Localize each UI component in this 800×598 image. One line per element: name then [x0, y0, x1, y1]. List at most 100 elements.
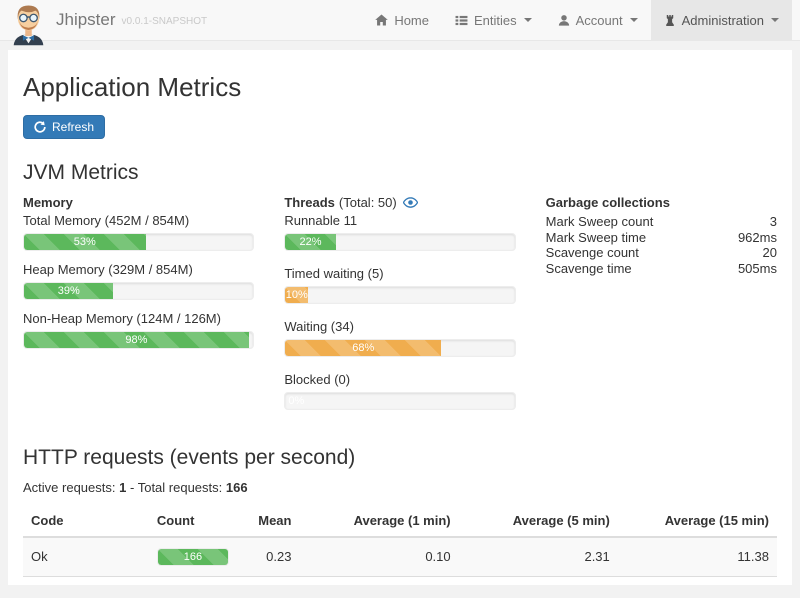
- jhipster-mascot-logo: [10, 2, 47, 46]
- gc-value: 962ms: [737, 229, 777, 245]
- mean-cell: 0.00: [250, 575, 300, 585]
- threads-section-title: Threads (Total: 50): [284, 195, 515, 210]
- total-memory-progress-label: 53%: [73, 235, 96, 248]
- nav-item-label: Entities: [474, 12, 517, 28]
- gc-label: Mark Sweep count: [545, 214, 654, 229]
- avg1-cell: 0.10: [299, 536, 459, 577]
- garbage-collections-title: Garbage collections: [545, 195, 670, 210]
- column-header-avg15: Average (15 min): [617, 506, 777, 538]
- requests-summary: Active requests: 1 - Total requests: 166: [23, 480, 777, 495]
- blocked-threads-progress-bar: 0%: [285, 393, 307, 409]
- metrics-page: Application Metrics Refresh JVM Metrics …: [8, 50, 792, 585]
- count-progress-label: 166: [183, 550, 203, 563]
- count-progress: 166: [156, 547, 229, 566]
- memory-section: Memory Total Memory (452M / 854M) 53% He…: [23, 195, 255, 422]
- nav-item-label: Home: [394, 12, 429, 28]
- runnable-threads-progress-label: 22%: [299, 235, 322, 248]
- brand-name: Jhipster: [56, 10, 116, 29]
- jvm-metrics-row: Memory Total Memory (452M / 854M) 53% He…: [23, 195, 777, 422]
- nav-item-entities[interactable]: Entities: [442, 0, 545, 40]
- waiting-threads-progress-label: 68%: [352, 341, 375, 354]
- threads-section: Threads (Total: 50) Runnable 11 22%: [284, 195, 516, 422]
- avg1-cell: 0.00: [299, 575, 459, 585]
- total-requests-label: Total requests:: [137, 479, 223, 495]
- nav-item-account[interactable]: Account: [545, 0, 651, 40]
- avg5-cell: 2.31: [458, 536, 618, 577]
- http-requests-title: HTTP requests (events per second): [23, 445, 356, 469]
- home-icon: [375, 14, 389, 26]
- gc-row-scavenge-count: Scavenge count 20: [546, 245, 777, 260]
- nonheap-memory-progress-bar: 98%: [24, 331, 249, 348]
- list-icon: [455, 15, 468, 26]
- blocked-threads-progress: 0%: [284, 391, 516, 410]
- count-cell: 0: [148, 575, 251, 585]
- gc-value: 20: [762, 245, 777, 260]
- waiting-threads-progress: 68%: [284, 338, 516, 357]
- active-requests-label: Active requests:: [23, 479, 116, 495]
- nav-item-home[interactable]: Home: [362, 0, 442, 40]
- active-requests-value: 1: [119, 479, 127, 495]
- gc-value: 3: [769, 214, 777, 229]
- nonheap-memory-progress: 98%: [23, 330, 255, 349]
- blocked-threads-progress-label: 0%: [288, 394, 305, 407]
- avg15-cell: 11.38: [617, 536, 777, 577]
- requests-separator: -: [129, 479, 135, 495]
- tower-icon: [664, 14, 676, 27]
- user-icon: [558, 14, 570, 26]
- expand-threads-link[interactable]: [402, 197, 418, 208]
- column-header-code: Code: [23, 506, 149, 538]
- timed-waiting-threads-progress-bar: 10%: [285, 286, 309, 303]
- heap-memory-progress-label: 39%: [57, 284, 80, 297]
- count-progress-bar: 166: [157, 548, 228, 565]
- column-header-mean: Mean: [250, 506, 300, 538]
- waiting-threads-progress-bar: 68%: [285, 339, 442, 356]
- runnable-threads-progress: 22%: [284, 232, 516, 251]
- memory-section-title: Memory: [23, 195, 73, 210]
- avg15-cell: 0.00: [617, 575, 777, 585]
- code-cell: Ok: [23, 536, 149, 577]
- gc-label: Scavenge time: [545, 260, 632, 276]
- heap-memory-label: Heap Memory (329M / 854M): [23, 261, 193, 277]
- heap-memory-progress-bar: 39%: [24, 282, 114, 299]
- total-memory-progress-bar: 53%: [24, 233, 146, 250]
- mean-cell: 0.23: [250, 536, 300, 577]
- waiting-threads-label: Waiting (34): [284, 318, 354, 334]
- refresh-button-label: Refresh: [52, 120, 95, 134]
- nonheap-memory-progress-label: 98%: [125, 333, 148, 346]
- total-memory-label: Total Memory (452M / 854M): [23, 213, 190, 228]
- nav-item-label: Account: [575, 12, 623, 28]
- brand-version: v0.0.1-SNAPSHOT: [121, 16, 208, 27]
- gc-label: Mark Sweep time: [545, 229, 647, 245]
- nav-item-administration[interactable]: Administration: [650, 0, 792, 40]
- eye-icon: [402, 197, 418, 208]
- brand[interactable]: Jhipster v0.0.1-SNAPSHOT: [8, 0, 208, 46]
- garbage-collections-section: Garbage collections Mark Sweep count 3 M…: [546, 195, 777, 422]
- caret-down-icon: [771, 18, 779, 22]
- avg5-cell: 0.00: [458, 575, 618, 585]
- total-memory-progress: 53%: [23, 232, 255, 251]
- table-row-ok: Ok 166 0.23 0.10 2.31 11.38: [23, 536, 777, 577]
- runnable-threads-label: Runnable 11: [284, 213, 358, 228]
- count-cell: 166: [148, 536, 251, 577]
- gc-row-scavenge-time: Scavenge time 505ms: [546, 261, 777, 276]
- code-cell: Not found: [23, 575, 149, 585]
- timed-waiting-threads-progress: 10%: [284, 285, 516, 304]
- column-header-avg1: Average (1 min): [299, 506, 459, 538]
- threads-total: (Total: 50): [338, 195, 397, 210]
- total-requests-value: 166: [225, 479, 248, 495]
- column-header-avg5: Average (5 min): [458, 506, 618, 538]
- gc-value: 505ms: [737, 260, 777, 276]
- navbar: Jhipster v0.0.1-SNAPSHOT Home Entities A…: [0, 0, 800, 46]
- threads-title-text: Threads: [284, 195, 335, 210]
- refresh-icon: [34, 121, 46, 133]
- jvm-metrics-title: JVM Metrics: [23, 161, 139, 184]
- nav-menu: Home Entities Account Administration: [362, 0, 792, 40]
- refresh-button[interactable]: Refresh: [23, 115, 106, 139]
- nonheap-memory-label: Non-Heap Memory (124M / 126M): [23, 310, 221, 326]
- nav-item-label: Administration: [681, 12, 764, 28]
- column-header-count: Count: [148, 506, 251, 538]
- timed-waiting-threads-label: Timed waiting (5): [284, 265, 384, 281]
- gc-row-mark-sweep-time: Mark Sweep time 962ms: [546, 230, 777, 245]
- caret-down-icon: [523, 18, 532, 22]
- caret-down-icon: [629, 18, 638, 22]
